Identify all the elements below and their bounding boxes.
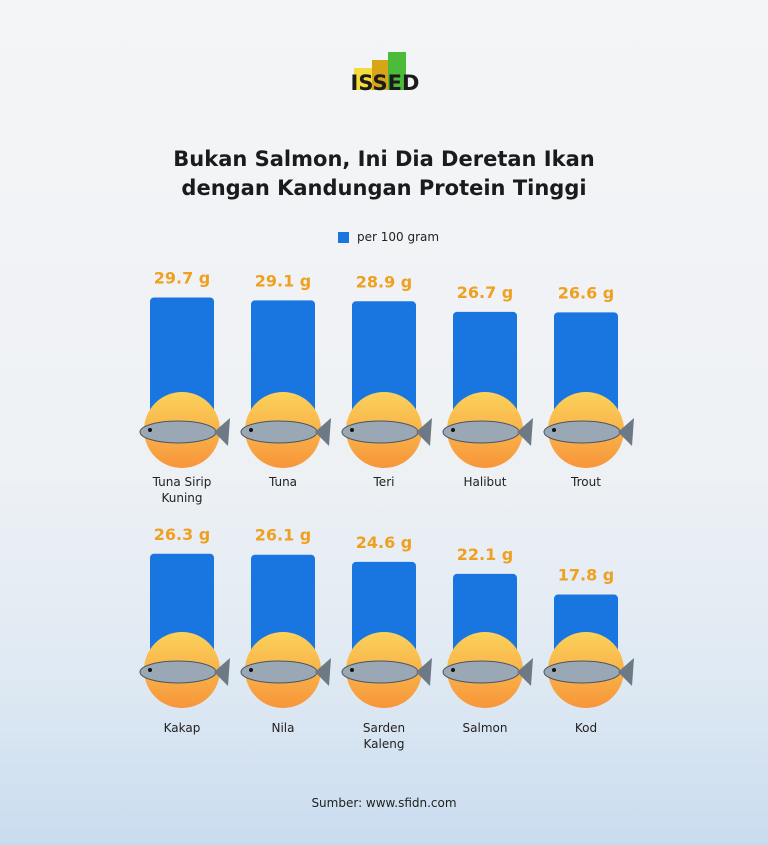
fish-eye-icon xyxy=(350,668,354,672)
value-label: 26.6 g xyxy=(558,283,615,302)
fish-eye-icon xyxy=(148,668,152,672)
fish-tail-icon xyxy=(416,658,432,686)
fish-eye-icon xyxy=(451,428,455,432)
legend: per 100 gram xyxy=(338,230,439,244)
category-label: Kod xyxy=(575,721,597,735)
category-label: Kaleng xyxy=(364,737,405,751)
legend-label: per 100 gram xyxy=(357,230,440,244)
fish-eye-icon xyxy=(451,668,455,672)
fish-eye-icon xyxy=(249,428,253,432)
svg-text:ISSED: ISSED xyxy=(351,71,420,95)
value-label: 26.3 g xyxy=(154,525,211,544)
value-label: 29.1 g xyxy=(255,271,312,290)
value-label: 26.1 g xyxy=(255,526,312,545)
fish-tail-icon xyxy=(315,418,331,446)
fish-eye-icon xyxy=(249,668,253,672)
value-label: 22.1 g xyxy=(457,545,514,564)
issed-logo: ISSED xyxy=(351,52,420,95)
value-label: 29.7 g xyxy=(154,268,211,287)
fish-eye-icon xyxy=(552,668,556,672)
fish-eye-icon xyxy=(350,428,354,432)
category-label: Salmon xyxy=(463,721,508,735)
fish-tail-icon xyxy=(618,418,634,446)
fish-eye-icon xyxy=(148,428,152,432)
category-label: Tuna Sirip xyxy=(152,475,212,489)
category-label: Trout xyxy=(570,475,601,489)
fish-icon xyxy=(139,660,217,684)
fish-icon xyxy=(543,660,621,684)
chart-title: Bukan Salmon, Ini Dia Deretan Ikan denga… xyxy=(173,147,595,200)
value-label: 26.7 g xyxy=(457,283,514,302)
category-label: Kakap xyxy=(164,721,201,735)
fish-tail-icon xyxy=(315,658,331,686)
fish-tail-icon xyxy=(517,418,533,446)
value-label: 28.9 g xyxy=(356,272,413,291)
fish-icon xyxy=(139,420,217,444)
fish-icon xyxy=(341,420,419,444)
value-label: 17.8 g xyxy=(558,566,615,585)
category-label: Sarden xyxy=(363,721,405,735)
fish-tail-icon xyxy=(517,658,533,686)
category-label: Teri xyxy=(373,475,395,489)
category-label: Halibut xyxy=(464,475,507,489)
fish-icon xyxy=(240,660,318,684)
category-label: Kuning xyxy=(161,491,202,505)
legend-swatch xyxy=(338,231,349,243)
fish-eye-icon xyxy=(552,428,556,432)
fish-tail-icon xyxy=(214,418,230,446)
category-label: Tuna xyxy=(268,475,297,489)
value-label: 24.6 g xyxy=(356,533,413,552)
fish-icon xyxy=(442,660,520,684)
fish-tail-icon xyxy=(618,658,634,686)
fish-icon xyxy=(442,420,520,444)
source-text: Sumber: www.sfidn.com xyxy=(311,796,457,810)
fish-icon xyxy=(341,660,419,684)
category-label: Nila xyxy=(272,721,295,735)
fish-icon xyxy=(543,420,621,444)
fish-icon xyxy=(240,420,318,444)
fish-tail-icon xyxy=(416,418,432,446)
fish-tail-icon xyxy=(214,658,230,686)
